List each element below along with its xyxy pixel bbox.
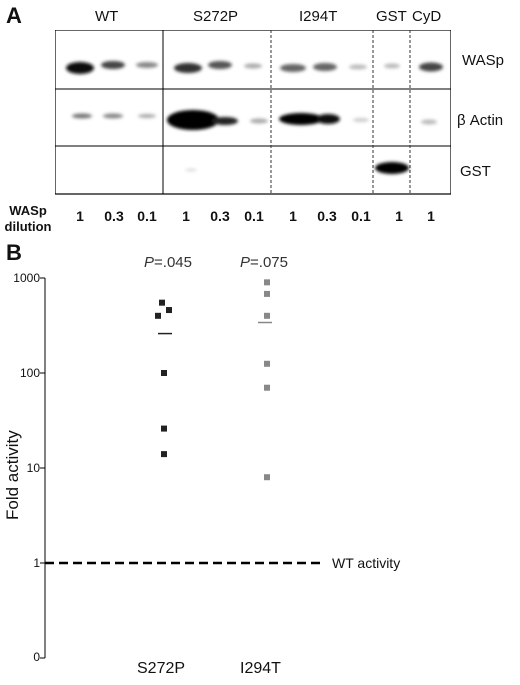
dilution-value: 1 [427,208,435,224]
panel-a-letter: A [6,3,22,28]
y-tick-label: 100 [19,366,40,380]
dilution-value: 1 [182,208,190,224]
x-category-s272p: S272P [137,660,186,677]
y-tick-label: 0 [33,650,40,664]
p-value-s272p: P=.045 [144,254,192,271]
p-value-prefix: P [240,254,251,271]
p-value-number: =.045 [154,254,192,271]
row-label-gst: GST [460,163,491,180]
dilution-value: 1 [395,208,403,224]
dilution-value: 0.1 [137,208,157,224]
data-point-s272p [159,299,165,306]
wt-activity-label: WT activity [332,555,401,571]
data-point-i294t [264,360,270,367]
x-category-i294t: I294T [240,660,281,677]
y-tick-label: 1 [33,556,40,570]
panel-b-letter: B [6,240,22,265]
lane-header-gst: GST [376,8,407,25]
y-tick-label: 1000 [13,271,40,285]
data-point-i294t [264,279,270,286]
row-label-wasp: WASp [462,52,504,69]
dilution-label: WASp dilution [4,203,52,235]
p-value-prefix: P [144,254,155,271]
row-label-beta-actin: β Actin [457,112,504,129]
y-tick-label: 10 [26,461,40,475]
lane-header-s272p: S272P [193,8,239,25]
dilution-value: 0.1 [351,208,371,224]
dilution-value: 0.3 [104,208,124,224]
dilution-value: 0.1 [244,208,264,224]
data-point-s272p [161,370,167,376]
data-point-s272p [161,425,167,432]
data-point-i294t [264,474,270,481]
dilution-value: 0.3 [317,208,337,224]
western-blot [55,30,451,195]
dilution-value: 1 [76,208,84,224]
data-point-i294t [264,312,270,319]
p-value-number: =.075 [250,254,288,271]
fold-activity-plot [40,277,322,659]
dilution-label-line2: dilution [4,219,52,234]
dilution-value: 0.3 [210,208,230,224]
data-point-s272p [161,451,167,458]
p-value-i294t: P=.075 [240,254,288,271]
data-point-s272p [166,307,172,314]
dilution-label-line1: WASp [9,203,47,218]
lane-header-i294t: I294T [299,8,338,25]
data-point-i294t [264,290,270,297]
lane-header-wt: WT [95,8,119,25]
data-point-s272p [155,312,161,319]
dilution-value: 1 [289,208,297,224]
data-point-i294t [264,384,270,391]
lane-header-cyd: CyD [412,8,442,25]
